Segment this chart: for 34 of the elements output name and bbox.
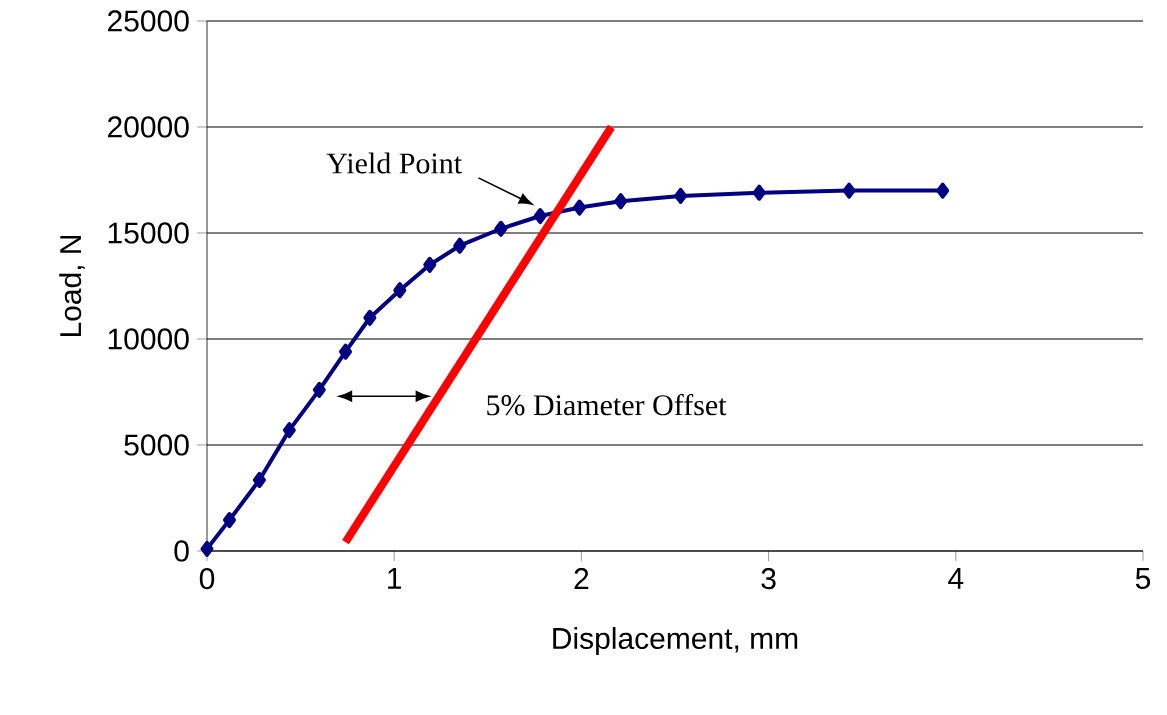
point [423,256,437,273]
point [614,193,628,210]
point [312,381,326,398]
point [252,471,266,488]
point [573,199,587,216]
point [533,208,547,225]
y-tick-label: 15000 [108,222,189,244]
point [936,182,950,199]
point [842,182,856,199]
x-tick-label: 1 [388,568,402,589]
point [453,237,467,254]
y-tick-label: 25000 [108,10,189,32]
x-tick-label: 3 [761,568,776,590]
y-tick-label: 10000 [108,328,189,350]
x-tick-label: 4 [948,568,964,589]
x-tick-label: 5 [1135,568,1151,589]
point [339,343,353,360]
x-tick-label: 0 [199,568,215,590]
annotation: 5% Diameter Offset [487,393,727,416]
y-tick-label: 5000 [124,434,189,456]
point [222,512,236,529]
x-axis-title: Displacement, mm [553,627,798,655]
x-tick-label: 2 [574,568,589,589]
annotation: Yield Point [326,152,462,174]
point [200,540,214,557]
point [393,282,407,299]
point [674,187,688,204]
point [282,422,296,439]
point [752,184,766,201]
y-axis-title: Load, N [59,235,85,337]
y-tick-label: 0 [174,540,189,562]
y-tick-label: 20000 [108,116,189,138]
point [494,220,508,237]
point [363,309,377,326]
